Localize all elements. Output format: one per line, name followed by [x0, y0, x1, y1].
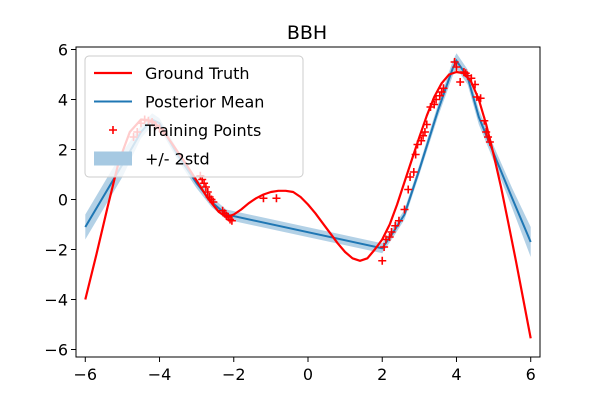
training-point	[411, 150, 420, 159]
legend-label: +/- 2std	[145, 150, 210, 169]
x-tick-label: 0	[303, 365, 313, 384]
legend-label: Training Points	[144, 121, 261, 140]
legend-band-swatch	[94, 151, 132, 166]
axes: −6 −4 −2 0 2 4 6 −6 −4 −2 0 2 4 6	[44, 41, 541, 384]
legend-box	[84, 55, 304, 178]
legend-label: Posterior Mean	[145, 93, 264, 112]
training-point	[450, 58, 459, 66]
legend-label: Ground Truth	[145, 64, 250, 83]
training-point	[201, 183, 210, 191]
training-point	[222, 211, 231, 220]
training-point	[430, 100, 439, 109]
x-tick-label: −2	[222, 365, 246, 384]
y-tick-label: 4	[58, 91, 68, 110]
training-point	[476, 94, 485, 103]
training-point	[472, 93, 481, 101]
training-point	[391, 221, 400, 230]
training-point	[259, 194, 268, 203]
training-point	[404, 185, 413, 194]
training-point	[378, 256, 387, 265]
training-point	[200, 179, 209, 188]
training-point	[406, 173, 415, 181]
training-point	[482, 128, 491, 136]
training-point	[272, 194, 281, 203]
training-point	[203, 188, 212, 196]
training-point	[439, 84, 448, 93]
training-point	[480, 116, 489, 125]
training-point	[417, 136, 426, 145]
training-point	[456, 78, 465, 86]
training-point	[459, 68, 468, 76]
training-point	[437, 88, 446, 96]
x-tick-label: −6	[73, 365, 97, 384]
training-point	[209, 198, 218, 206]
x-tick-label: 6	[526, 365, 536, 384]
training-point	[385, 233, 394, 241]
y-tick-label: −6	[44, 341, 68, 360]
y-tick-label: 2	[58, 141, 68, 160]
training-point	[420, 128, 429, 136]
training-point	[452, 63, 461, 71]
training-point	[422, 120, 431, 129]
training-point	[485, 138, 494, 146]
training-point	[413, 140, 422, 149]
x-tick-label: −4	[148, 365, 172, 384]
x-tick-label: 2	[377, 365, 387, 384]
legend-training-points-swatch	[109, 126, 117, 134]
training-point	[467, 74, 476, 83]
legend: Ground Truth Posterior Mean Training Point…	[84, 55, 304, 178]
training-point	[409, 168, 418, 176]
training-point	[380, 243, 389, 251]
y-tick-label: −4	[44, 291, 68, 310]
y-tick-label: 0	[58, 191, 68, 210]
training-point	[394, 216, 403, 225]
training-point	[419, 131, 428, 140]
training-point	[471, 80, 480, 89]
training-point	[400, 205, 409, 214]
training-point	[432, 95, 441, 104]
chart-title: BBH	[287, 22, 327, 44]
training-point	[387, 228, 396, 236]
training-point	[227, 216, 236, 225]
x-tick-label: 4	[451, 365, 461, 384]
training-point	[484, 133, 493, 141]
training-point	[435, 91, 444, 100]
y-tick-label: 6	[58, 41, 68, 60]
y-tick-label: −2	[44, 241, 68, 260]
training-point	[226, 215, 235, 224]
